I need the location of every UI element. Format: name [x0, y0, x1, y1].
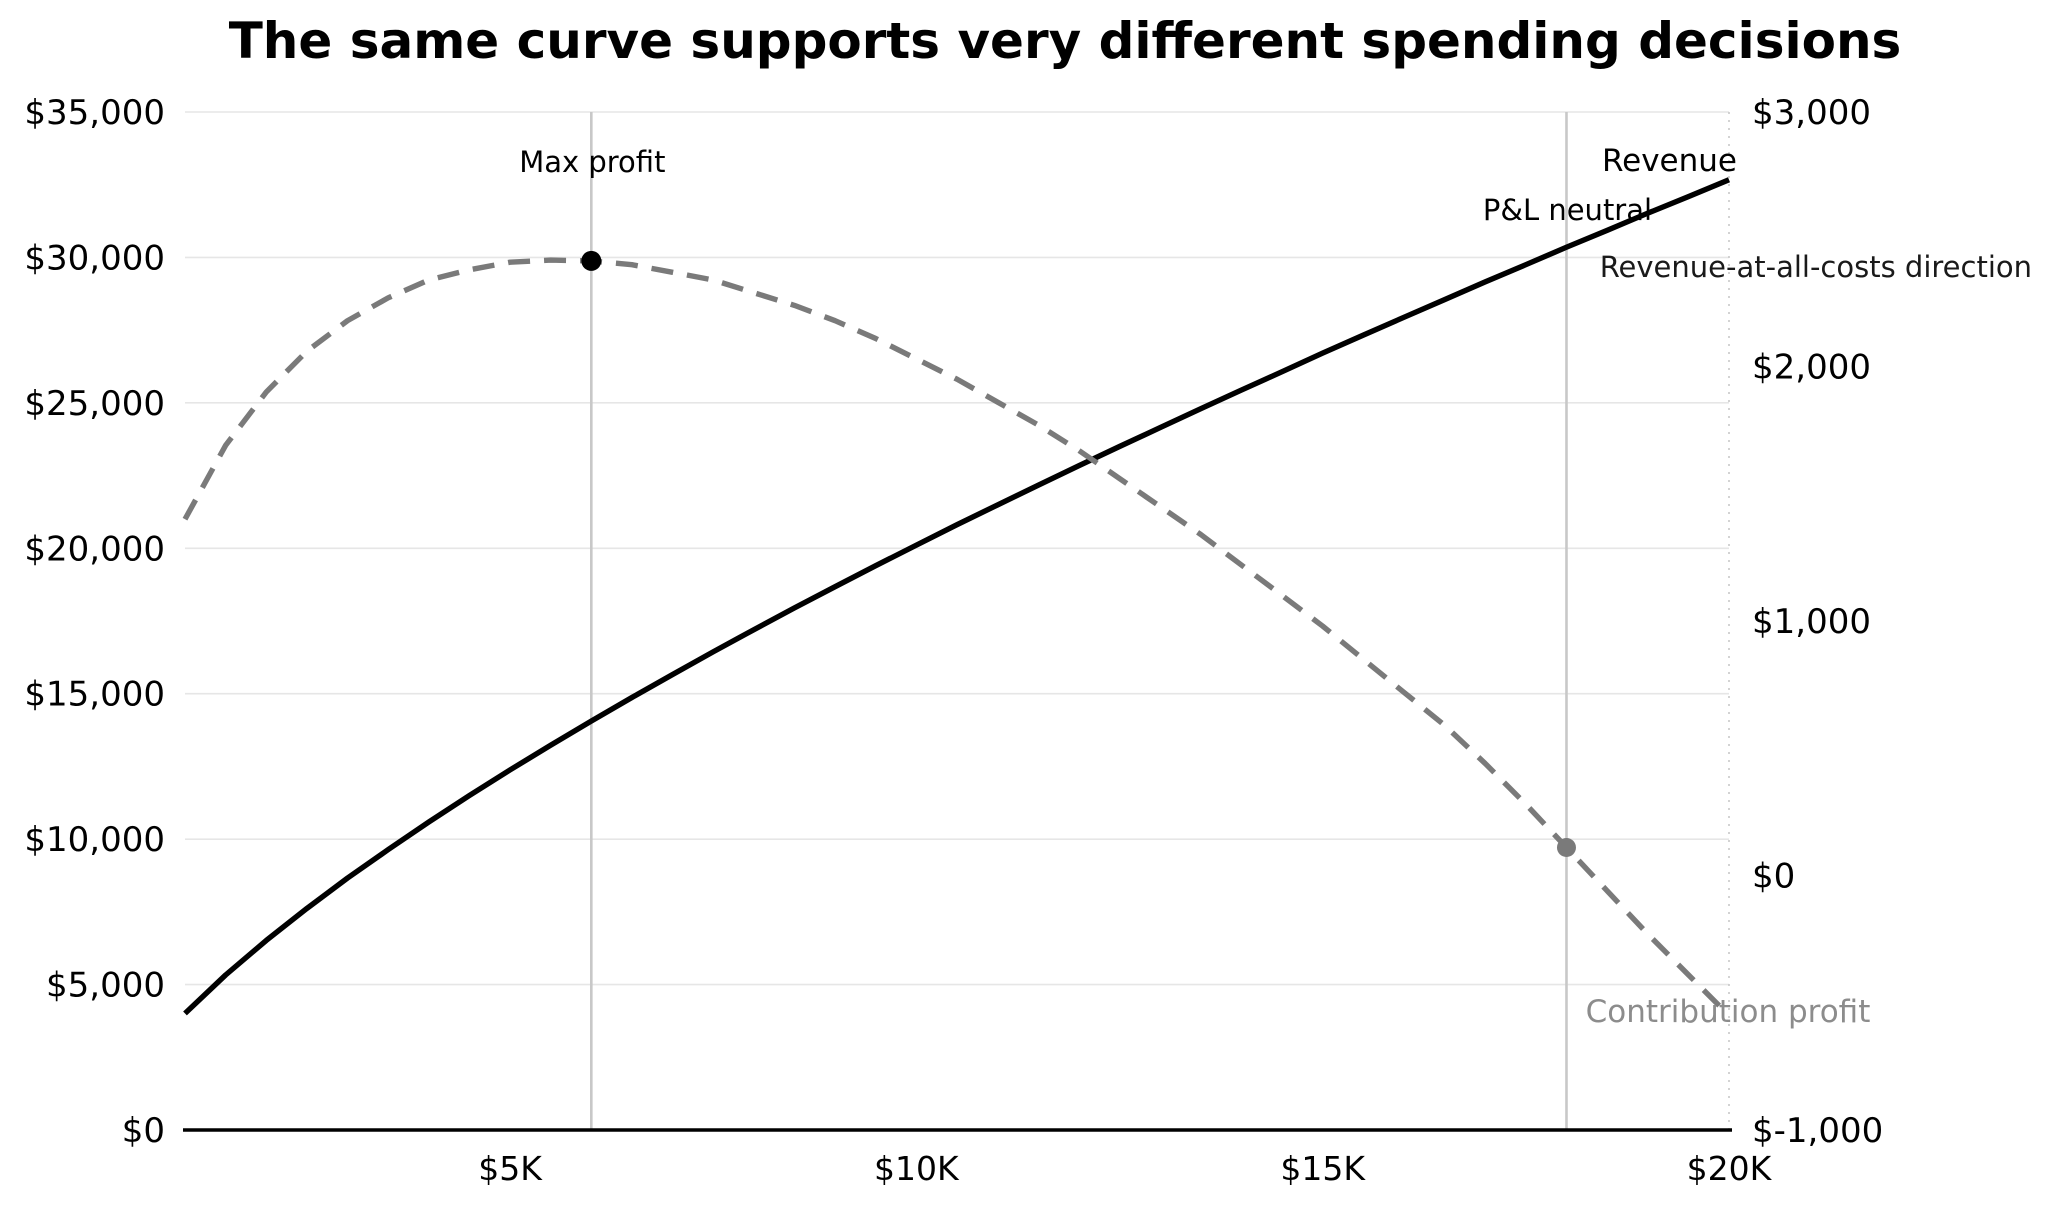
revenue-line — [183, 177, 1731, 1016]
right-tick-label: $3,000 — [1752, 93, 1871, 133]
right-tick-label: $1,000 — [1752, 602, 1871, 642]
x-tick-label: $5K — [478, 1149, 543, 1188]
left-tick-label: $30,000 — [24, 238, 165, 278]
data-series — [182, 177, 1731, 1018]
revenue-curve-label: Revenue — [1602, 143, 1737, 179]
left-tick-label: $5,000 — [46, 966, 165, 1006]
revenue-at-all-costs-label: Revenue-at-all-costs direction — [1600, 250, 2032, 284]
max-profit-marker — [581, 250, 602, 271]
right-tick-label: $2,000 — [1752, 348, 1871, 388]
left-tick-label: $10,000 — [24, 820, 165, 860]
x-tick-label: $10K — [874, 1149, 960, 1188]
tick-labels: $5K $10K $15K $20K $0 $5,000 $10,000 $15,000 $20… — [24, 93, 1883, 1188]
x-tick-label: $20K — [1687, 1149, 1773, 1188]
contribution-curve-label: Contribution profit — [1586, 994, 1871, 1030]
left-tick-label: $15,000 — [24, 675, 165, 715]
right-tick-label: $0 — [1752, 857, 1795, 897]
left-tick-label: $35,000 — [24, 93, 165, 133]
gridlines — [185, 111, 1729, 986]
guide-lines — [183, 112, 1732, 1132]
contribution-line — [182, 257, 1731, 1018]
annotation-pnl-neutral: P&L neutral — [1483, 193, 1652, 227]
left-tick-label: $0 — [122, 1111, 165, 1151]
chart-title: The same curve supports very different s… — [229, 12, 1902, 70]
left-tick-label: $25,000 — [24, 384, 165, 424]
left-tick-label: $20,000 — [24, 529, 165, 569]
data-markers — [581, 250, 1576, 858]
right-tick-label: $-1,000 — [1752, 1111, 1883, 1151]
x-tick-label: $15K — [1280, 1149, 1366, 1188]
annotation-max-profit: Max profit — [519, 145, 665, 179]
pnl-neutral-marker — [1556, 838, 1576, 858]
